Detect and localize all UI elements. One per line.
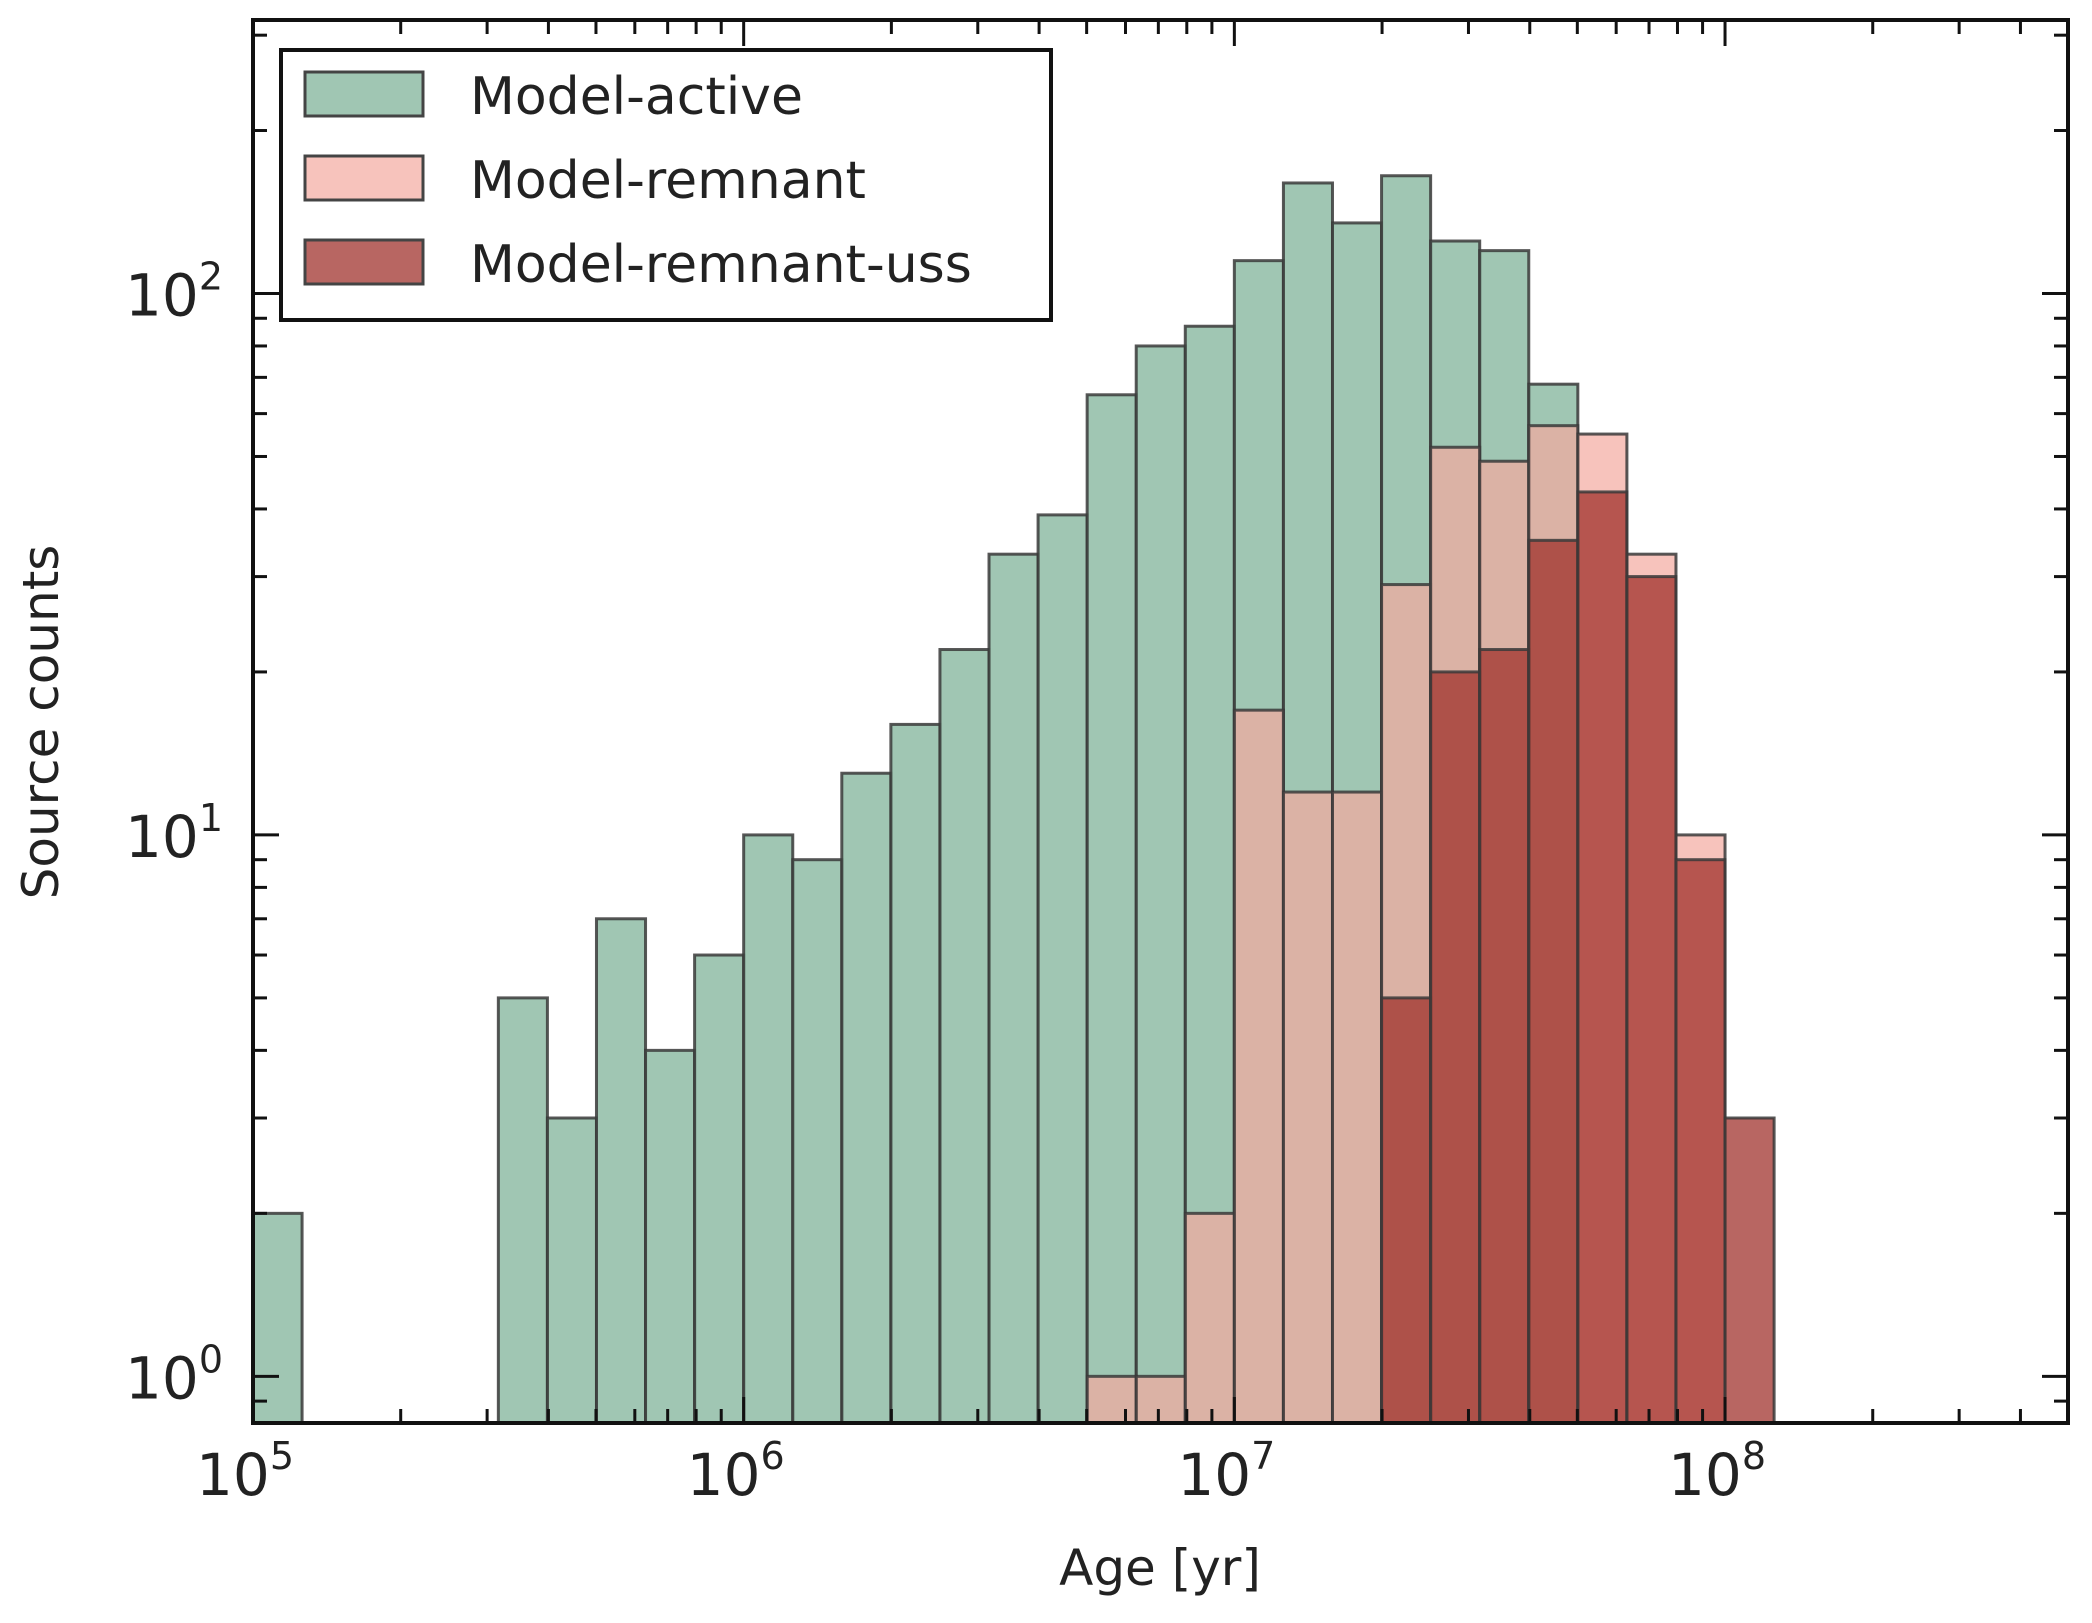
bar-model-active-bin-8 [644, 1048, 697, 1425]
x-axis-label: Age [yr] [1059, 1539, 1261, 1597]
bar-model-active-bin-16 [1036, 513, 1089, 1425]
bar-model-active-bin-15 [987, 552, 1040, 1425]
legend: Model-active Model-remnant Model-remnant… [279, 48, 1053, 322]
bar-model-remnant-bin-22 [1330, 790, 1384, 1425]
bar-model-remnant-uss-bin-29 [1674, 858, 1727, 1425]
bar-model-active-bin-12 [840, 771, 893, 1425]
bar-model-remnant-uss-bin-28 [1625, 575, 1678, 1425]
legend-swatch-remnant [303, 154, 425, 202]
plot-frame [251, 18, 2070, 1425]
bar-model-remnant-uss-bin-26 [1527, 538, 1580, 1425]
bar-model-active-bin-13 [889, 722, 942, 1425]
bar-model-active-bin-9 [693, 953, 746, 1425]
bar-model-active-bin-0 [251, 1211, 304, 1425]
bars-layer [251, 174, 1776, 1425]
x-tick-label-1e8: 108 [1668, 1434, 1766, 1509]
bar-model-active-bin-17 [1085, 393, 1138, 1425]
bar-model-remnant-uss-bin-30 [1723, 1116, 1776, 1425]
y-tick-label-1e0: 100 [125, 1337, 223, 1412]
bar-model-active-bin-10 [742, 833, 795, 1425]
bar-model-remnant-uss-bin-25 [1478, 648, 1531, 1425]
bar-model-remnant-uss-bin-23 [1380, 996, 1433, 1425]
x-tick-label-1e6: 106 [687, 1434, 785, 1509]
ticks-layer [251, 20, 2070, 1423]
legend-label-active: Model-active [470, 67, 803, 127]
bar-model-active-bin-18 [1134, 344, 1187, 1425]
x-tick-label-1e5: 105 [196, 1434, 294, 1509]
bar-model-active-bin-6 [545, 1116, 598, 1425]
bar-model-remnant-uss-bin-27 [1576, 490, 1629, 1425]
legend-swatch-remnant-uss [303, 238, 425, 286]
bar-model-remnant-bin-21 [1281, 790, 1334, 1425]
bar-model-active-bin-14 [938, 648, 991, 1425]
legend-label-remnant: Model-remnant [470, 151, 866, 211]
y-tick-label-1e1: 101 [125, 796, 223, 871]
bar-model-remnant-bin-17 [1085, 1374, 1138, 1425]
x-tick-label-1e7: 107 [1177, 1434, 1275, 1509]
bar-model-remnant-uss-bin-24 [1429, 670, 1482, 1425]
bar-model-remnant-bin-20 [1232, 708, 1285, 1425]
bar-model-remnant-bin-18 [1134, 1374, 1187, 1425]
bar-model-active-bin-11 [791, 858, 844, 1425]
bar-model-active-bin-7 [594, 917, 648, 1425]
tick-labels-layer: 105 106 107 108 100 101 102 [125, 254, 1766, 1509]
legend-label-remnant-uss: Model-remnant-uss [470, 235, 972, 295]
y-axis-label: Source counts [12, 545, 70, 900]
bar-model-remnant-bin-19 [1183, 1211, 1236, 1425]
y-tick-label-1e2: 102 [125, 254, 223, 329]
bar-model-active-bin-5 [496, 996, 549, 1425]
legend-swatch-active [303, 70, 425, 118]
